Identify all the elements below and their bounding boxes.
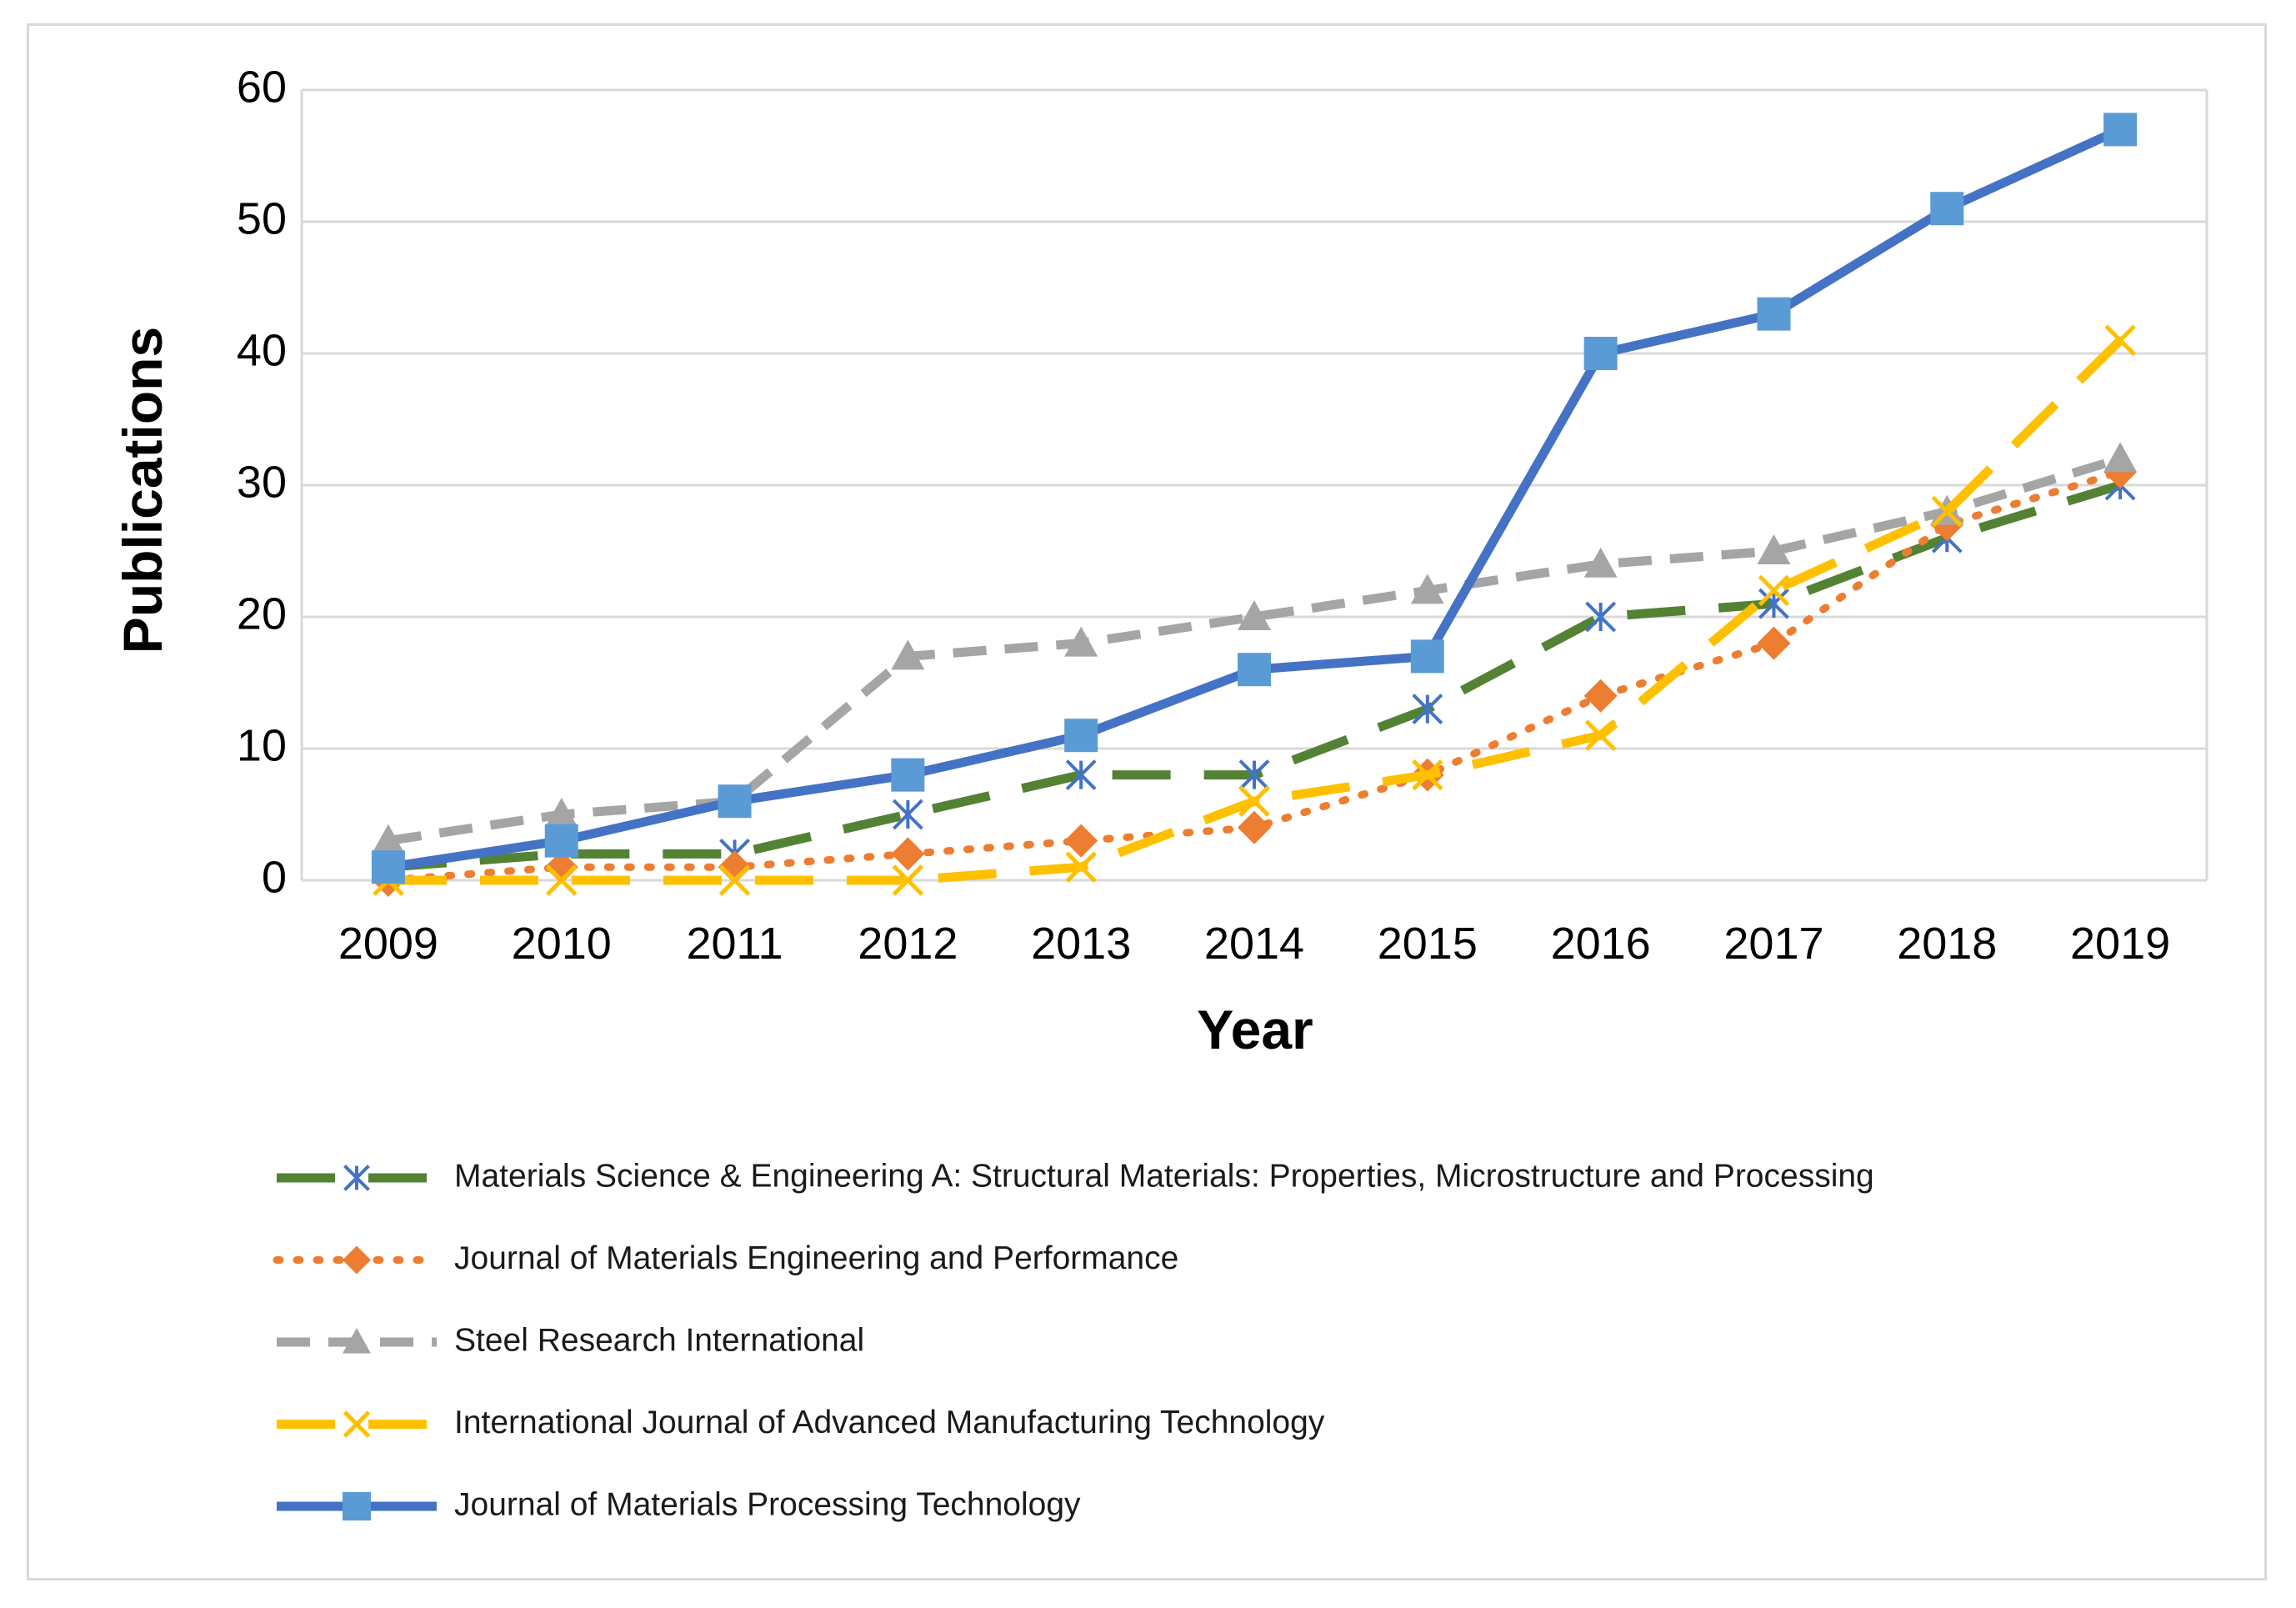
legend-item: Journal of Materials Processing Technolo… bbox=[277, 1486, 1081, 1522]
legend-item: Materials Science & Engineering A: Struc… bbox=[277, 1158, 1874, 1194]
x-tick-label: 2019 bbox=[2070, 919, 2170, 969]
data-point bbox=[1758, 574, 1790, 607]
y-tick-label: 60 bbox=[237, 62, 287, 112]
data-point bbox=[544, 850, 578, 884]
y-axis-ticks: 0 10 20 30 40 50 60 bbox=[237, 62, 287, 902]
x-tick-label: 2009 bbox=[338, 919, 438, 969]
data-point bbox=[1064, 626, 1098, 657]
data-point bbox=[2103, 113, 2138, 147]
legend-item: International Journal of Advanced Manufa… bbox=[277, 1405, 1325, 1440]
data-point bbox=[2104, 324, 2136, 356]
x-tick-label: 2018 bbox=[1897, 919, 1997, 969]
data-point bbox=[1583, 547, 1618, 578]
data-point bbox=[1412, 694, 1443, 725]
data-point bbox=[544, 824, 578, 858]
data-point bbox=[1065, 851, 1097, 883]
x-tick-label: 2014 bbox=[1204, 919, 1304, 969]
data-point bbox=[892, 799, 923, 830]
series-lines bbox=[371, 113, 2138, 897]
data-point bbox=[718, 850, 752, 884]
data-point bbox=[1238, 759, 1270, 791]
x-tick-label: 2010 bbox=[512, 919, 612, 969]
data-point bbox=[718, 864, 751, 896]
x-tick-label: 2015 bbox=[1378, 919, 1478, 969]
data-point bbox=[1757, 626, 1791, 660]
data-point bbox=[545, 864, 578, 896]
data-point bbox=[1583, 337, 1618, 370]
x-tick-label: 2012 bbox=[858, 919, 958, 969]
data-point bbox=[1931, 495, 1963, 528]
data-point bbox=[1064, 824, 1098, 858]
data-point bbox=[1585, 601, 1617, 633]
chart-frame bbox=[27, 23, 2267, 1580]
x-tick-label: 2016 bbox=[1551, 919, 1651, 969]
data-point bbox=[1412, 759, 1443, 791]
data-point bbox=[2103, 442, 2138, 473]
x-tick-label: 2017 bbox=[1723, 919, 1823, 969]
legend-label: Journal of Materials Engineering and Per… bbox=[454, 1240, 1178, 1276]
series-4 bbox=[373, 324, 2136, 896]
data-point bbox=[1583, 679, 1618, 713]
data-point bbox=[1757, 297, 1791, 331]
data-point bbox=[1758, 588, 1789, 619]
x-axis-ticks: 2009 2010 2011 2012 2013 2014 2015 2016 2017 2018… bbox=[338, 919, 2170, 969]
x-tick-label: 2011 bbox=[686, 919, 783, 969]
legend-label: Materials Science & Engineering A: Struc… bbox=[454, 1158, 1874, 1194]
data-point bbox=[371, 824, 405, 854]
data-point bbox=[1065, 759, 1097, 791]
data-point bbox=[1410, 639, 1444, 674]
y-tick-label: 50 bbox=[237, 193, 287, 243]
series-3 bbox=[371, 442, 2138, 854]
y-tick-label: 20 bbox=[237, 589, 287, 639]
legend-marker bbox=[343, 1410, 371, 1438]
data-point bbox=[1757, 534, 1791, 564]
data-point bbox=[544, 798, 578, 828]
data-point bbox=[1064, 719, 1098, 753]
data-point bbox=[892, 864, 924, 896]
series-line bbox=[388, 125, 2123, 872]
legend-item: Steel Research International bbox=[277, 1322, 864, 1358]
legend-marker bbox=[343, 1245, 371, 1275]
data-point bbox=[371, 850, 405, 884]
y-axis-title: Publications bbox=[112, 327, 173, 654]
legend-label: Journal of Materials Processing Technolo… bbox=[454, 1486, 1081, 1522]
data-point bbox=[1584, 719, 1617, 751]
legend-item: Journal of Materials Engineering and Per… bbox=[273, 1240, 1178, 1276]
data-point bbox=[1238, 810, 1271, 844]
legend-label: Steel Research International bbox=[454, 1322, 864, 1358]
legend-marker bbox=[343, 1165, 370, 1191]
legend-label: International Journal of Advanced Manufa… bbox=[454, 1405, 1325, 1440]
series-5 bbox=[371, 113, 2138, 884]
legend: Materials Science & Engineering A: Struc… bbox=[273, 1158, 1874, 1522]
data-point bbox=[1930, 192, 1964, 226]
legend-marker bbox=[343, 1492, 371, 1520]
x-tick-label: 2013 bbox=[1031, 919, 1131, 969]
data-point bbox=[891, 639, 925, 670]
y-tick-label: 0 bbox=[262, 852, 287, 902]
data-point bbox=[718, 784, 752, 819]
data-point bbox=[1238, 785, 1270, 817]
y-tick-label: 30 bbox=[237, 457, 287, 507]
data-point bbox=[891, 758, 925, 792]
y-tick-label: 40 bbox=[237, 325, 287, 375]
data-point bbox=[891, 837, 925, 871]
series-line bbox=[388, 454, 2122, 846]
x-axis-title: Year bbox=[1197, 999, 1313, 1060]
data-point bbox=[1410, 574, 1444, 604]
data-point bbox=[1238, 600, 1271, 630]
y-tick-label: 10 bbox=[237, 720, 287, 770]
legend-marker bbox=[343, 1328, 371, 1354]
data-point bbox=[1238, 653, 1271, 687]
